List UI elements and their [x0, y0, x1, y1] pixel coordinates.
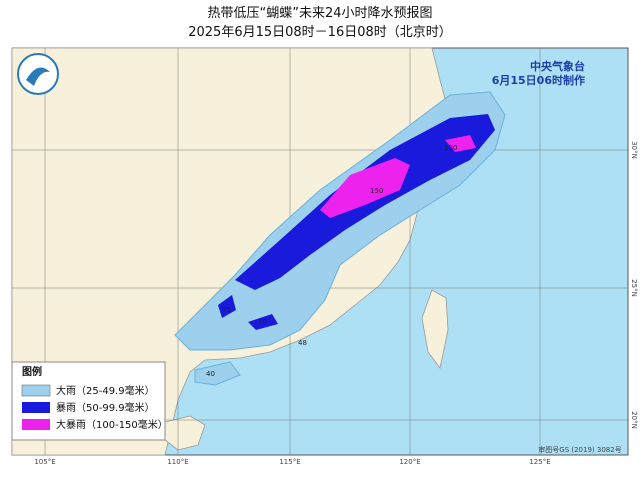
lon-label: 110°E: [167, 458, 188, 466]
issued-time: 6月15日06时制作: [492, 73, 585, 87]
lat-label: 20°N: [630, 411, 638, 429]
value-label: 130: [444, 144, 457, 152]
legend: 图例 大雨（25-49.9毫米） 暴雨（50-99.9毫米） 大暴雨（100-1…: [11, 361, 168, 441]
heavy-rain-area: [194, 361, 241, 386]
title: 热带低压“蝴蝶”未来24小时降水预报图: [207, 6, 432, 21]
legend-item: 大雨（25-49.9毫米）: [56, 384, 155, 397]
legend-swatch: [21, 384, 51, 397]
value-label: 70: [258, 318, 267, 326]
logo: [17, 53, 59, 95]
severe-rainstorm-area: [445, 135, 476, 152]
lon-label: 105°E: [34, 458, 55, 466]
taiwan: [421, 289, 449, 369]
legend-item: 大暴雨（100-150毫米）: [56, 418, 168, 431]
copyright: 审图号GS (2019) 3082号: [538, 445, 621, 454]
legend-item: 暴雨（50-99.9毫米）: [56, 401, 155, 414]
rainstorm-area: [248, 314, 278, 330]
lat-label: 25°N: [630, 279, 638, 297]
value-label: 48: [298, 339, 307, 347]
legend-title: 图例: [22, 365, 42, 378]
lon-label: 115°E: [279, 458, 300, 466]
lat-label: 30°N: [630, 141, 638, 159]
agency: 中央气象台: [530, 59, 585, 73]
severe-rainstorm-area: [320, 158, 410, 218]
legend-swatch: [22, 402, 50, 413]
rainstorm-area: [218, 295, 236, 318]
subtitle: 2025年6月15日08时－16日08时（北京时）: [188, 25, 452, 40]
legend-swatch: [22, 419, 50, 430]
value-label: 40: [206, 370, 215, 378]
value-label: 75: [222, 306, 231, 314]
lon-label: 120°E: [399, 458, 420, 466]
lon-label: 125°E: [529, 458, 550, 466]
value-label: 150: [370, 187, 383, 195]
